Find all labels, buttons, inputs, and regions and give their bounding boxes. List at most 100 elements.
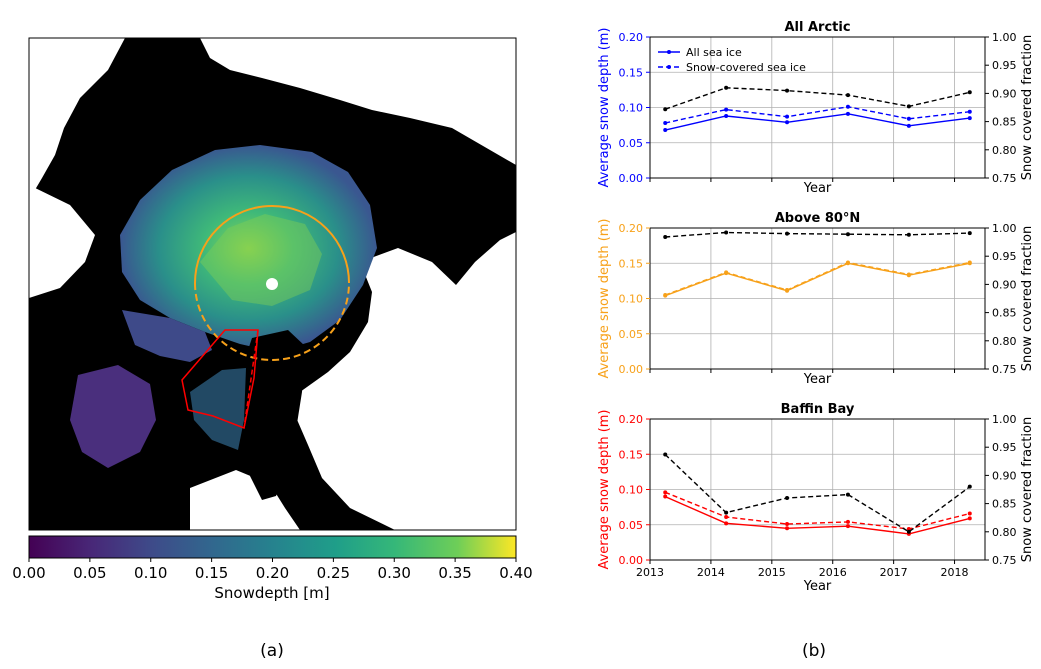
baffin-bay-box-dashed-edge bbox=[243, 329, 259, 429]
series-point-0 bbox=[785, 526, 790, 531]
snow-depth-map: 01-04-2018 bbox=[28, 37, 517, 531]
series-point-1 bbox=[845, 519, 850, 524]
x-tick-label: 2014 bbox=[697, 566, 725, 579]
x-axis-label: Year bbox=[803, 579, 832, 594]
y-tick-label: 0.10 bbox=[619, 293, 644, 306]
series-point-1 bbox=[724, 270, 729, 275]
x-tick-label: 2016 bbox=[819, 566, 847, 579]
legend-label: All sea ice bbox=[686, 46, 742, 59]
y2-tick-label: 0.80 bbox=[992, 526, 1017, 539]
y-tick-label: 0.00 bbox=[619, 363, 644, 376]
series-point-2 bbox=[785, 88, 790, 93]
series-point-2 bbox=[663, 235, 668, 240]
y2-tick-label: 1.00 bbox=[992, 222, 1017, 235]
map-land-right-side bbox=[295, 232, 516, 530]
y-tick-label: 0.15 bbox=[619, 66, 644, 79]
caption-b: (b) bbox=[802, 641, 826, 661]
y2-axis-label: Snow covered fraction bbox=[1020, 35, 1035, 180]
series-point-0 bbox=[967, 516, 972, 521]
series-point-1 bbox=[967, 109, 972, 114]
series-line-1 bbox=[664, 491, 970, 530]
map-land-west-coast bbox=[29, 185, 95, 298]
map-greenland bbox=[240, 330, 305, 500]
series-point-2 bbox=[785, 231, 790, 236]
colorbar-tick-label: 0.10 bbox=[134, 564, 167, 582]
series-point-1 bbox=[724, 514, 729, 519]
y2-tick-label: 0.75 bbox=[992, 363, 1017, 376]
series-point-0 bbox=[845, 111, 850, 116]
y-tick-label: 0.20 bbox=[619, 413, 644, 426]
x-tick-label: 2015 bbox=[758, 566, 786, 579]
x-tick-label: 2018 bbox=[941, 566, 969, 579]
series-point-1 bbox=[967, 511, 972, 516]
y-tick-label: 0.05 bbox=[619, 328, 644, 341]
series-line-1 bbox=[665, 106, 970, 124]
y2-axis-label: Snow covered fraction bbox=[1020, 226, 1035, 371]
map-hudson-ice bbox=[70, 365, 156, 468]
chart-title: Baffin Bay bbox=[781, 402, 855, 417]
series-point-1 bbox=[906, 526, 911, 531]
series-point-2 bbox=[724, 85, 729, 90]
y2-tick-label: 0.80 bbox=[992, 335, 1017, 348]
y-tick-label: 0.10 bbox=[619, 102, 644, 115]
y-tick-label: 0.10 bbox=[619, 484, 644, 497]
y2-tick-label: 0.80 bbox=[992, 144, 1017, 157]
y2-tick-label: 0.95 bbox=[992, 441, 1017, 454]
y-tick-label: 0.20 bbox=[619, 31, 644, 44]
colorbar-label: Snowdepth [m] bbox=[214, 584, 329, 602]
colorbar-tick-label: 0.15 bbox=[195, 564, 228, 582]
y2-tick-label: 0.85 bbox=[992, 498, 1017, 511]
series-point-1 bbox=[724, 107, 729, 112]
y2-tick-label: 1.00 bbox=[992, 31, 1017, 44]
colorbar-tick-label: 0.30 bbox=[378, 564, 411, 582]
series-line-2 bbox=[664, 87, 970, 110]
series-point-1 bbox=[906, 116, 911, 121]
y-axis-label: Average snow depth (m) bbox=[597, 218, 612, 378]
colorbar-tick-label: 0.40 bbox=[499, 564, 532, 582]
y-axis-label: Average snow depth (m) bbox=[597, 409, 612, 569]
y2-tick-label: 0.75 bbox=[992, 554, 1017, 567]
series-line-2 bbox=[665, 231, 970, 238]
legend-marker bbox=[667, 65, 671, 69]
colorbar: 0.00 0.05 0.10 0.15 0.20 0.25 0.30 0.35 0.40 Sno… bbox=[12, 535, 533, 602]
series-point-2 bbox=[724, 510, 729, 515]
series-point-0 bbox=[785, 120, 790, 125]
series-point-1 bbox=[845, 104, 850, 109]
series-point-0 bbox=[845, 524, 850, 529]
series-point-2 bbox=[845, 232, 850, 237]
series-point-2 bbox=[845, 492, 850, 497]
series-point-2 bbox=[967, 90, 972, 95]
y2-tick-label: 0.90 bbox=[992, 469, 1017, 482]
series-point-2 bbox=[663, 452, 668, 457]
above-80n-circle-solid bbox=[194, 205, 350, 284]
colorbar-tick-label: 0.35 bbox=[438, 564, 471, 582]
series-point-2 bbox=[967, 484, 972, 489]
series-point-1 bbox=[785, 288, 790, 293]
series-line-0 bbox=[665, 113, 970, 131]
x-tick-label: 2017 bbox=[880, 566, 908, 579]
series-line-1 bbox=[664, 261, 970, 296]
legend-label: Snow-covered sea ice bbox=[686, 61, 806, 74]
series-point-0 bbox=[906, 123, 911, 128]
map-land-north-america bbox=[29, 38, 125, 200]
series-point-1 bbox=[663, 490, 668, 495]
map-sea-ice-inner bbox=[200, 214, 322, 306]
series-point-0 bbox=[663, 494, 668, 499]
chart-title: Above 80°N bbox=[775, 211, 861, 226]
series-point-2 bbox=[906, 232, 911, 237]
y2-tick-label: 0.85 bbox=[992, 307, 1017, 320]
y2-tick-label: 0.95 bbox=[992, 59, 1017, 72]
map-land-north-east bbox=[200, 38, 516, 165]
y-tick-label: 0.05 bbox=[619, 137, 644, 150]
series-point-1 bbox=[785, 114, 790, 119]
series-point-1 bbox=[967, 260, 972, 265]
x-tick-label: 2013 bbox=[636, 566, 664, 579]
series-point-2 bbox=[967, 231, 972, 236]
series-point-1 bbox=[663, 121, 668, 126]
y-tick-label: 0.20 bbox=[619, 222, 644, 235]
series-point-0 bbox=[724, 113, 729, 118]
colorbar-tick-label: 0.00 bbox=[12, 564, 45, 582]
map-sea-ice bbox=[120, 145, 377, 352]
map-archipelago-ice bbox=[122, 310, 212, 362]
